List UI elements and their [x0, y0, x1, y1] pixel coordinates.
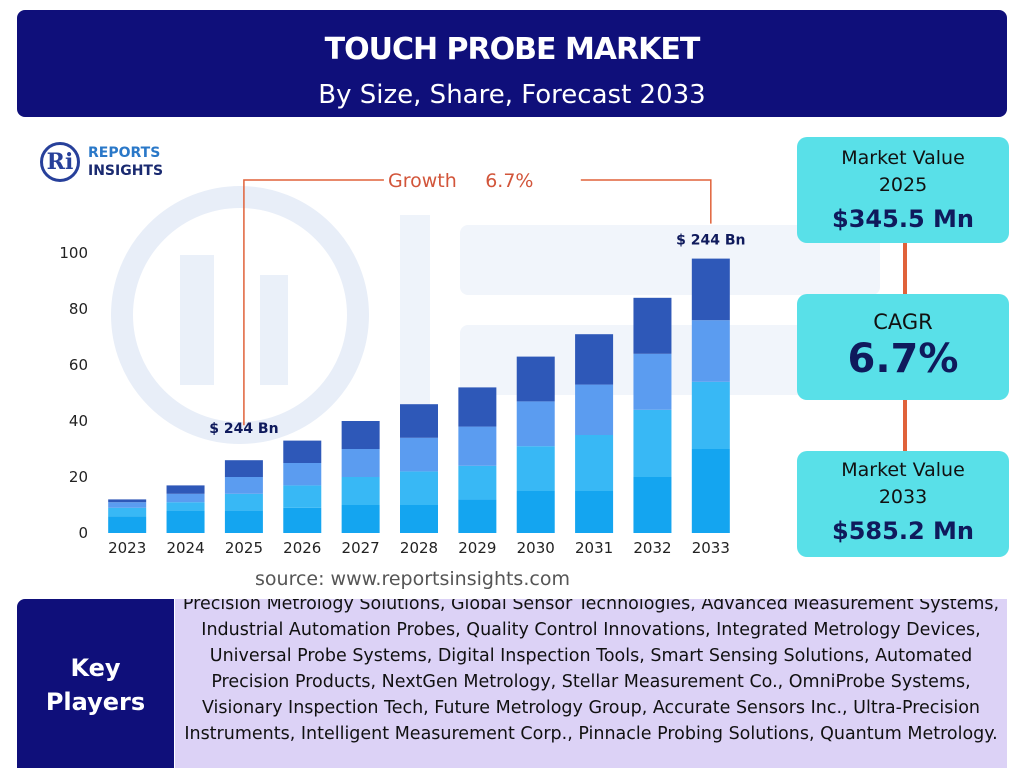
key-players-label-line1: Key	[70, 654, 121, 682]
x-tick-label: 2023	[108, 539, 146, 557]
page-title: TOUCH PROBE MARKET	[324, 32, 701, 67]
bar-segment	[691, 258, 730, 321]
x-tick-label: 2029	[458, 539, 496, 557]
market-value-2033-card: Market Value 2033 $585.2 Mn	[797, 451, 1009, 557]
x-tick-label: 2027	[342, 539, 380, 557]
bar-segment	[691, 449, 730, 533]
bar-segment	[516, 401, 555, 447]
bar-segment	[224, 460, 263, 477]
bar-segment	[108, 507, 147, 517]
bar-segment	[575, 435, 614, 491]
y-tick-label: 40	[69, 412, 88, 430]
end-value-label: $ 244 Bn	[676, 233, 745, 249]
bar-segment	[283, 507, 322, 533]
bar-segment	[341, 505, 380, 533]
bar-segment	[166, 485, 205, 494]
bar-segment	[633, 297, 672, 354]
header-banner: TOUCH PROBE MARKET By Size, Share, Forec…	[17, 10, 1007, 117]
key-players-label-box: Key Players	[17, 599, 174, 768]
cagr-card: CAGR 6.7%	[797, 294, 1009, 400]
growth-label: Growth	[388, 170, 457, 192]
market-value-2025-card: Market Value 2025 $345.5 Mn	[797, 137, 1009, 243]
x-tick-label: 2024	[166, 539, 204, 557]
x-tick-label: 2026	[283, 539, 321, 557]
cagr-label: CAGR	[873, 310, 933, 334]
y-tick-label: 100	[59, 244, 88, 262]
growth-bracket-line	[580, 179, 712, 224]
bar-segment	[458, 426, 497, 466]
cagr-value: 6.7%	[847, 336, 959, 382]
key-players-list: Precision Metrology Solutions, Global Se…	[175, 599, 1007, 768]
bar-segment	[633, 353, 672, 410]
bar-segment	[458, 499, 497, 533]
bar-segment	[400, 471, 438, 505]
bar-segment	[633, 477, 672, 533]
market-value-2033-year: 2033	[878, 486, 928, 508]
bar-segment	[575, 334, 614, 385]
bar-segment	[166, 502, 205, 511]
y-tick-label: 0	[78, 524, 88, 542]
bar-segment	[108, 502, 147, 508]
bar-segment	[575, 491, 614, 533]
bar-segment	[516, 356, 555, 402]
bar-segment	[166, 510, 205, 533]
brand-logo: Ri REPORTS INSIGHTS	[40, 142, 180, 184]
bar-segment	[691, 381, 730, 449]
market-value-2025-label: Market Value	[841, 147, 965, 169]
key-players-text: Precision Metrology Solutions, Global Se…	[182, 599, 1000, 744]
growth-bracket-line	[243, 179, 384, 426]
bar-segment	[341, 449, 380, 477]
market-value-2033-label: Market Value	[841, 459, 965, 481]
bar-segment	[283, 485, 322, 508]
x-tick-label: 2033	[692, 539, 730, 557]
x-tick-label: 2031	[575, 539, 613, 557]
y-tick-label: 20	[69, 468, 88, 486]
logo-mark-icon: Ri	[40, 142, 80, 182]
y-tick-label: 80	[69, 300, 88, 318]
bar-segment	[108, 516, 147, 533]
y-tick-label: 60	[69, 356, 88, 374]
bar-segment	[341, 477, 380, 505]
x-tick-label: 2030	[517, 539, 555, 557]
bar-segment	[633, 409, 672, 477]
bar-segment	[166, 493, 205, 503]
logo-text-line2: INSIGHTS	[88, 163, 164, 179]
bar-segment	[516, 491, 555, 533]
bar-segment	[458, 387, 497, 427]
logo-text-line1: REPORTS	[88, 145, 161, 161]
x-tick-label: 2032	[633, 539, 671, 557]
bar-segment	[224, 477, 263, 494]
bar-segment	[516, 446, 555, 491]
bar-segment	[224, 510, 263, 533]
growth-value: 6.7%	[485, 170, 533, 192]
x-tick-label: 2028	[400, 539, 438, 557]
x-tick-label: 2025	[225, 539, 263, 557]
bar-segment	[341, 421, 380, 449]
bar-segment	[224, 493, 263, 511]
source-note: source: www.reportsinsights.com	[255, 568, 570, 590]
page-subtitle: By Size, Share, Forecast 2033	[318, 80, 706, 110]
bar-segment	[108, 499, 147, 503]
watermark-logo-icon	[111, 186, 880, 444]
connector-line	[903, 400, 907, 451]
bar-segment	[691, 320, 730, 382]
start-value-label: $ 244 Bn	[209, 421, 278, 437]
bar-segment	[575, 384, 614, 435]
connector-line	[903, 243, 907, 294]
bar-segment	[283, 463, 322, 486]
market-value-2025: $345.5 Mn	[832, 205, 974, 233]
market-value-2033: $585.2 Mn	[832, 517, 974, 545]
bar-chart: 0 20 40 60 80 100 2023 2024 2025 2026 2027 2028 2029…	[59, 170, 745, 557]
key-players-label-line2: Players	[45, 688, 146, 716]
bar-segment	[400, 437, 438, 472]
market-value-2025-year: 2025	[878, 174, 928, 196]
bar-segment	[283, 440, 322, 463]
bar-segment	[400, 505, 438, 533]
bar-segment	[400, 404, 438, 438]
bar-segment	[458, 465, 497, 500]
